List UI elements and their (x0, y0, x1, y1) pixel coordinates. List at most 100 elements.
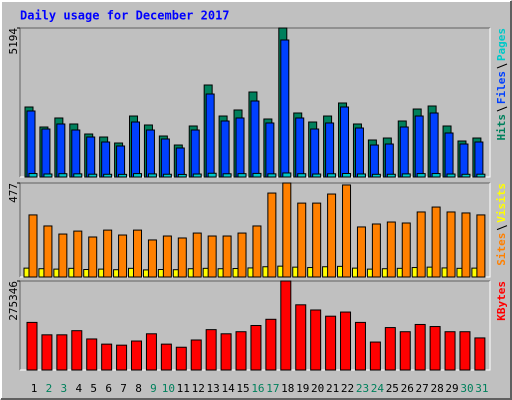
bar (295, 117, 305, 178)
legend-label: Hits (495, 114, 508, 141)
bar (220, 120, 230, 178)
bar (235, 117, 245, 178)
legend-label: Sites (495, 233, 508, 266)
bar (340, 106, 350, 178)
bar (88, 236, 98, 278)
bar (101, 343, 113, 371)
x-tick-label: 13 (207, 382, 220, 395)
bar (476, 214, 486, 278)
bar (444, 132, 454, 178)
bar (342, 173, 352, 178)
bar (459, 331, 471, 371)
y-tick-label: 5194 (7, 28, 20, 55)
bar (41, 128, 51, 178)
bar (177, 173, 187, 178)
bar (371, 223, 381, 278)
bar (325, 122, 335, 178)
x-tick-label: 22 (341, 382, 354, 395)
bar (386, 173, 396, 178)
bar (88, 173, 98, 178)
bar (327, 193, 337, 278)
bar (41, 334, 53, 371)
bar (312, 202, 322, 278)
bar (474, 337, 486, 371)
bar (192, 173, 202, 178)
x-tick-label: 1 (31, 382, 38, 395)
bar (58, 173, 68, 178)
bar (145, 129, 155, 178)
bar (431, 173, 441, 178)
bar (356, 226, 366, 278)
bar (73, 230, 83, 278)
x-tick-label: 29 (445, 382, 458, 395)
y-tick-label: 477 (7, 183, 20, 203)
x-tick-label: 14 (221, 382, 235, 395)
bar (474, 141, 484, 178)
bar (416, 211, 426, 278)
bar (280, 39, 290, 178)
bar (414, 323, 426, 371)
x-tick-label: 6 (105, 382, 112, 395)
legend-separator (496, 106, 508, 112)
bar (162, 173, 172, 178)
bar (147, 173, 157, 178)
bar (310, 309, 322, 371)
bar (340, 311, 352, 371)
bar (207, 172, 217, 178)
bar (280, 280, 292, 371)
bar (399, 331, 411, 371)
bar (476, 173, 486, 178)
x-tick-label: 27 (416, 382, 429, 395)
bar (71, 129, 81, 178)
x-tick-label: 28 (430, 382, 443, 395)
x-tick-label: 20 (311, 382, 324, 395)
x-tick-label: 24 (371, 382, 385, 395)
bar (354, 321, 366, 371)
y-tick-label: 275346 (7, 281, 20, 321)
bar (237, 173, 247, 178)
bar (327, 173, 337, 178)
bar (162, 235, 172, 278)
bar (371, 173, 381, 178)
x-tick-label: 17 (266, 382, 279, 395)
bar (342, 184, 352, 278)
bar (28, 173, 38, 178)
bar (205, 329, 217, 371)
x-tick-label: 4 (75, 382, 82, 395)
x-tick-label: 30 (460, 382, 473, 395)
bar (103, 229, 113, 278)
bar (118, 234, 128, 278)
bar (356, 173, 366, 178)
x-tick-label: 5 (90, 382, 97, 395)
bar (116, 145, 126, 178)
bar (73, 173, 83, 178)
bar (145, 333, 157, 371)
bar (28, 214, 38, 278)
bar (297, 173, 307, 178)
x-tick-label: 9 (150, 382, 157, 395)
bar (444, 331, 456, 371)
x-tick-label: 15 (236, 382, 249, 395)
bar (446, 173, 456, 178)
bar (71, 330, 83, 371)
bar (459, 143, 469, 178)
bar (26, 110, 36, 178)
bar (312, 173, 322, 178)
bar (220, 333, 232, 371)
bar (190, 129, 200, 178)
x-tick-label: 31 (475, 382, 488, 395)
bar (429, 112, 439, 178)
bar (192, 232, 202, 278)
bar (118, 173, 128, 178)
bar (190, 339, 202, 371)
bar (133, 229, 143, 278)
x-tick-label: 21 (326, 382, 339, 395)
bar (325, 315, 337, 371)
legend-separator (496, 63, 508, 69)
bar (222, 235, 232, 278)
bar (369, 341, 381, 371)
bar (86, 338, 98, 371)
bar (43, 173, 53, 178)
